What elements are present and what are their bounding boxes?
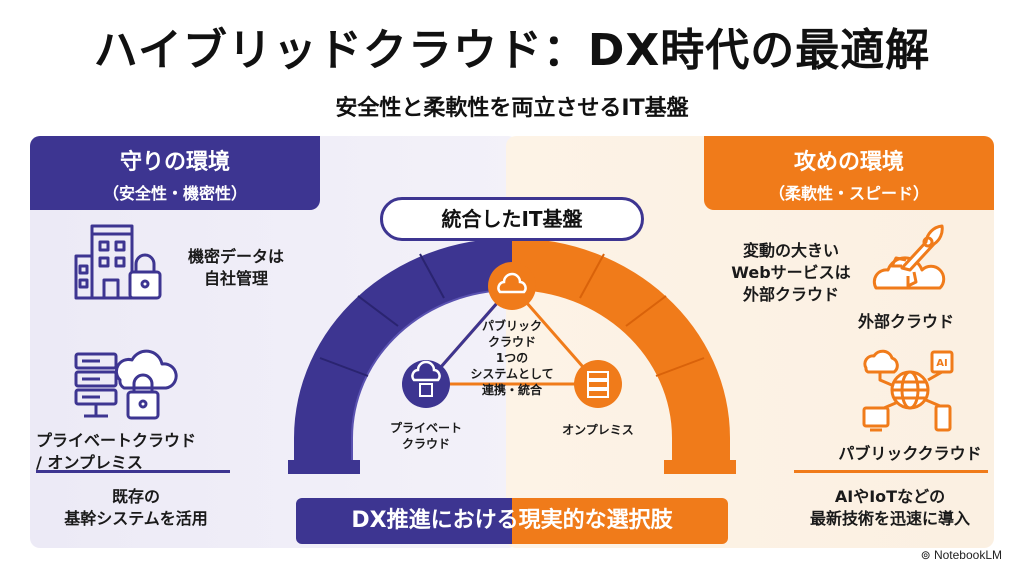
arch-right-half — [512, 238, 736, 474]
right-bottom-line2: 最新技術を迅速に導入 — [809, 509, 970, 528]
logo-icon: ⊚ — [920, 548, 934, 562]
left-item1-line1: 機密データは — [187, 247, 284, 266]
node-top-line1: パブリック — [482, 318, 542, 333]
right-item1-line2: Webサービスは — [731, 263, 851, 282]
node-left-line2: クラウド — [402, 437, 450, 451]
public-cloud-node — [488, 262, 536, 310]
right-header: 攻めの環境 （柔軟性・スピード） — [704, 136, 994, 210]
left-bottom-line2: 基幹システムを活用 — [64, 509, 208, 528]
center-line2: システムとして — [470, 367, 553, 381]
right-item1-line3: 外部クラウド — [742, 285, 839, 304]
left-bottom-line1: 既存の — [111, 487, 160, 506]
cloud-icon — [497, 272, 527, 294]
server-cloud-lock-icon — [74, 349, 178, 420]
left-bottom-label: 既存の 基幹システムを活用 — [36, 486, 236, 530]
right-item2-caption: パブリッククラウド — [838, 444, 982, 463]
page-title: ハイブリッドクラウド：DX時代の最適解 — [93, 25, 931, 76]
right-item1-label: 変動の大きい Webサービスは 外部クラウド — [716, 240, 866, 306]
node-right-label: オンプレミス — [562, 422, 634, 437]
right-header-subtitle: （柔軟性・スピード） — [768, 184, 929, 203]
node-left-line1: プライベート — [390, 420, 462, 435]
right-bottom-line1: AIやIoTなどの — [834, 487, 946, 506]
page-subtitle: 安全性と柔軟性を両立させるIT基盤 — [335, 96, 689, 121]
left-item2-label: プライベートクラウド / オンプレミス — [36, 430, 236, 474]
left-divider — [36, 470, 230, 473]
left-header: 守りの環境 （安全性・機密性） — [30, 136, 320, 210]
left-header-title: 守りの環境 — [119, 150, 230, 175]
center-line1: 1つの — [496, 351, 528, 365]
server-icon — [587, 371, 609, 398]
on-premise-node — [574, 360, 622, 408]
office-building-lock-icon — [74, 224, 162, 300]
center-line3: 連携・統合 — [482, 382, 543, 397]
left-item2-line1: プライベートクラウド — [36, 431, 197, 450]
left-item1-label: 機密データは 自社管理 — [166, 246, 306, 290]
right-divider — [794, 470, 988, 473]
rocket-cloud-icon — [872, 224, 946, 290]
right-bottom-label: AIやIoTなどの 最新技術を迅速に導入 — [790, 486, 990, 530]
arch-left-half — [288, 238, 512, 474]
private-cloud-icon — [411, 360, 441, 382]
right-item1-line1: 変動の大きい — [742, 241, 839, 260]
right-header-title: 攻めの環境 — [793, 150, 904, 175]
network-devices-icon: AI — [862, 349, 954, 432]
logo-text: NotebookLM — [933, 548, 1002, 562]
integration-arch-diagram: パブリック クラウド 1つの システムとして 連携・統合 プライベート クラウド… — [288, 238, 736, 474]
left-header-subtitle: （安全性・機密性） — [102, 184, 247, 203]
integrated-it-banner: 統合したIT基盤 — [380, 197, 644, 241]
left-item2-line2: / オンプレミス — [36, 453, 143, 472]
ai-chip-label: AI — [936, 358, 947, 369]
right-item1-caption: 外部クラウド — [857, 312, 954, 331]
bottom-banner: DX推進における現実的な選択肢 — [296, 498, 728, 544]
node-top-line2: クラウド — [488, 335, 536, 349]
left-item1-line2: 自社管理 — [203, 269, 268, 288]
notebooklm-logo: ⊚ NotebookLM — [921, 548, 1002, 562]
